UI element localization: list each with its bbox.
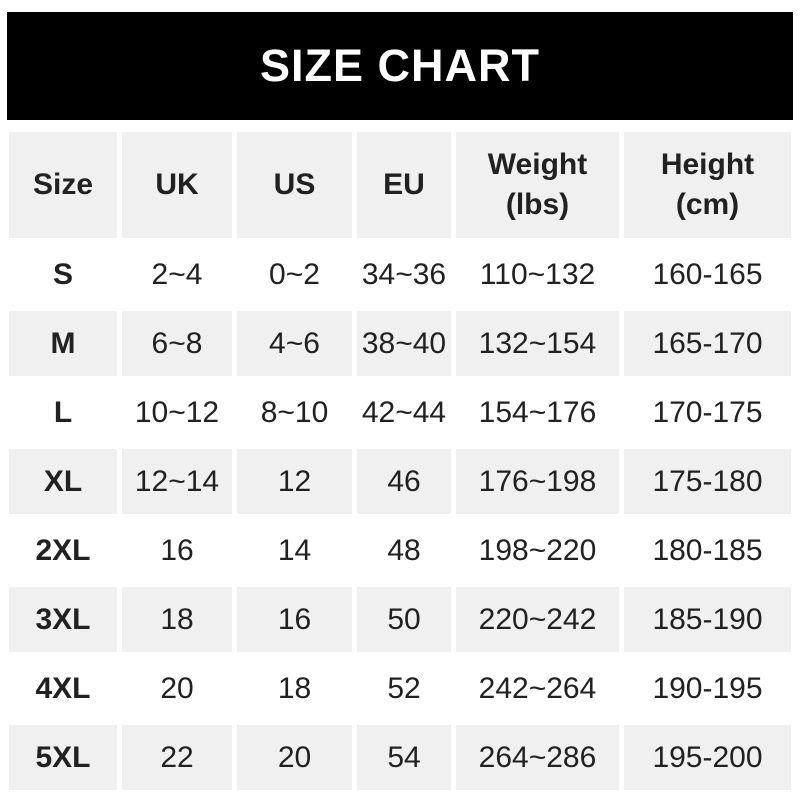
weight-cell: 154~176 bbox=[456, 380, 619, 445]
size-cell: 5XL bbox=[9, 725, 117, 790]
eu-cell: 34~36 bbox=[357, 242, 451, 307]
col-header-uk: UK bbox=[122, 132, 232, 238]
size-chart-table: Size UK US EU Weight (lbs) Height (cm) S… bbox=[4, 128, 796, 794]
eu-cell: 48 bbox=[357, 518, 451, 583]
height-cell: 165-170 bbox=[624, 311, 791, 376]
size-chart-banner: SIZE CHART bbox=[7, 12, 793, 120]
col-header-us: US bbox=[237, 132, 352, 238]
header-row: Size UK US EU Weight (lbs) Height (cm) bbox=[9, 132, 791, 238]
col-header-weight-line2: (lbs) bbox=[505, 188, 570, 221]
weight-cell: 220~242 bbox=[456, 587, 619, 652]
height-cell: 170-175 bbox=[624, 380, 791, 445]
row-3xl: 3XL 18 16 50 220~242 185-190 bbox=[9, 587, 791, 652]
weight-cell: 110~132 bbox=[456, 242, 619, 307]
weight-cell: 242~264 bbox=[456, 656, 619, 721]
eu-cell: 46 bbox=[357, 449, 451, 514]
height-cell: 195-200 bbox=[624, 725, 791, 790]
row-2xl: 2XL 16 14 48 198~220 180-185 bbox=[9, 518, 791, 583]
height-cell: 185-190 bbox=[624, 587, 791, 652]
eu-cell: 54 bbox=[357, 725, 451, 790]
uk-cell: 10~12 bbox=[122, 380, 232, 445]
weight-cell: 198~220 bbox=[456, 518, 619, 583]
height-cell: 190-195 bbox=[624, 656, 791, 721]
us-cell: 4~6 bbox=[237, 311, 352, 376]
weight-cell: 264~286 bbox=[456, 725, 619, 790]
uk-cell: 20 bbox=[122, 656, 232, 721]
eu-cell: 50 bbox=[357, 587, 451, 652]
uk-cell: 16 bbox=[122, 518, 232, 583]
us-cell: 12 bbox=[237, 449, 352, 514]
size-cell: XL bbox=[9, 449, 117, 514]
col-header-height-line1: Height bbox=[660, 148, 755, 182]
uk-cell: 18 bbox=[122, 587, 232, 652]
size-cell: 2XL bbox=[9, 518, 117, 583]
eu-cell: 42~44 bbox=[357, 380, 451, 445]
uk-cell: 6~8 bbox=[122, 311, 232, 376]
weight-cell: 176~198 bbox=[456, 449, 619, 514]
size-cell: 3XL bbox=[9, 587, 117, 652]
size-cell: M bbox=[9, 311, 117, 376]
size-cell: S bbox=[9, 242, 117, 307]
weight-cell: 132~154 bbox=[456, 311, 619, 376]
row-m: M 6~8 4~6 38~40 132~154 165-170 bbox=[9, 311, 791, 376]
row-5xl: 5XL 22 20 54 264~286 195-200 bbox=[9, 725, 791, 790]
row-l: L 10~12 8~10 42~44 154~176 170-175 bbox=[9, 380, 791, 445]
us-cell: 18 bbox=[237, 656, 352, 721]
row-xl: XL 12~14 12 46 176~198 175-180 bbox=[9, 449, 791, 514]
us-cell: 14 bbox=[237, 518, 352, 583]
row-s: S 2~4 0~2 34~36 110~132 160-165 bbox=[9, 242, 791, 307]
height-cell: 160-165 bbox=[624, 242, 791, 307]
col-header-size: Size bbox=[9, 132, 117, 238]
us-cell: 8~10 bbox=[237, 380, 352, 445]
height-cell: 175-180 bbox=[624, 449, 791, 514]
uk-cell: 2~4 bbox=[122, 242, 232, 307]
page-title: SIZE CHART bbox=[260, 40, 540, 91]
col-header-weight: Weight (lbs) bbox=[456, 132, 619, 238]
size-cell: 4XL bbox=[9, 656, 117, 721]
eu-cell: 38~40 bbox=[357, 311, 451, 376]
col-header-weight-line1: Weight bbox=[487, 148, 588, 182]
height-cell: 180-185 bbox=[624, 518, 791, 583]
uk-cell: 22 bbox=[122, 725, 232, 790]
col-header-height-line2: (cm) bbox=[675, 188, 740, 221]
us-cell: 0~2 bbox=[237, 242, 352, 307]
us-cell: 16 bbox=[237, 587, 352, 652]
eu-cell: 52 bbox=[357, 656, 451, 721]
col-header-height: Height (cm) bbox=[624, 132, 791, 238]
uk-cell: 12~14 bbox=[122, 449, 232, 514]
col-header-eu: EU bbox=[357, 132, 451, 238]
size-cell: L bbox=[9, 380, 117, 445]
row-4xl: 4XL 20 18 52 242~264 190-195 bbox=[9, 656, 791, 721]
us-cell: 20 bbox=[237, 725, 352, 790]
